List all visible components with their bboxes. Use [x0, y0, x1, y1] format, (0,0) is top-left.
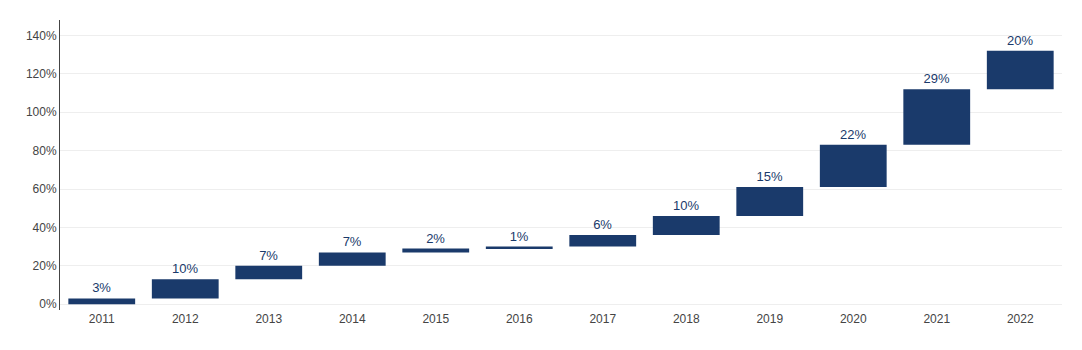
svg-text:29%: 29%	[924, 71, 950, 86]
svg-text:22%: 22%	[840, 127, 866, 142]
svg-text:120%: 120%	[26, 67, 57, 81]
svg-text:0%: 0%	[39, 297, 57, 311]
svg-text:7%: 7%	[259, 248, 278, 263]
svg-text:1%: 1%	[510, 229, 529, 244]
svg-text:6%: 6%	[593, 217, 612, 232]
svg-text:80%: 80%	[33, 144, 57, 158]
svg-text:2011: 2011	[89, 312, 115, 326]
svg-text:10%: 10%	[172, 261, 198, 276]
svg-text:2%: 2%	[426, 231, 445, 246]
svg-text:40%: 40%	[33, 221, 57, 235]
svg-text:2014: 2014	[339, 312, 366, 326]
svg-text:2017: 2017	[589, 312, 616, 326]
svg-text:7%: 7%	[343, 234, 362, 249]
svg-text:10%: 10%	[673, 198, 699, 213]
svg-text:20%: 20%	[33, 259, 57, 273]
svg-text:60%: 60%	[33, 182, 57, 196]
svg-text:100%: 100%	[26, 105, 57, 119]
svg-text:2016: 2016	[506, 312, 533, 326]
svg-text:140%: 140%	[26, 29, 57, 43]
svg-text:3%: 3%	[92, 280, 111, 295]
svg-text:2015: 2015	[422, 312, 449, 326]
svg-text:15%: 15%	[757, 169, 783, 184]
svg-text:20%: 20%	[1007, 33, 1033, 48]
svg-text:2020: 2020	[840, 312, 867, 326]
svg-text:2013: 2013	[255, 312, 282, 326]
svg-text:2019: 2019	[756, 312, 783, 326]
svg-text:2022: 2022	[1007, 312, 1034, 326]
svg-text:2021: 2021	[923, 312, 950, 326]
svg-text:2012: 2012	[172, 312, 199, 326]
svg-text:2018: 2018	[673, 312, 700, 326]
